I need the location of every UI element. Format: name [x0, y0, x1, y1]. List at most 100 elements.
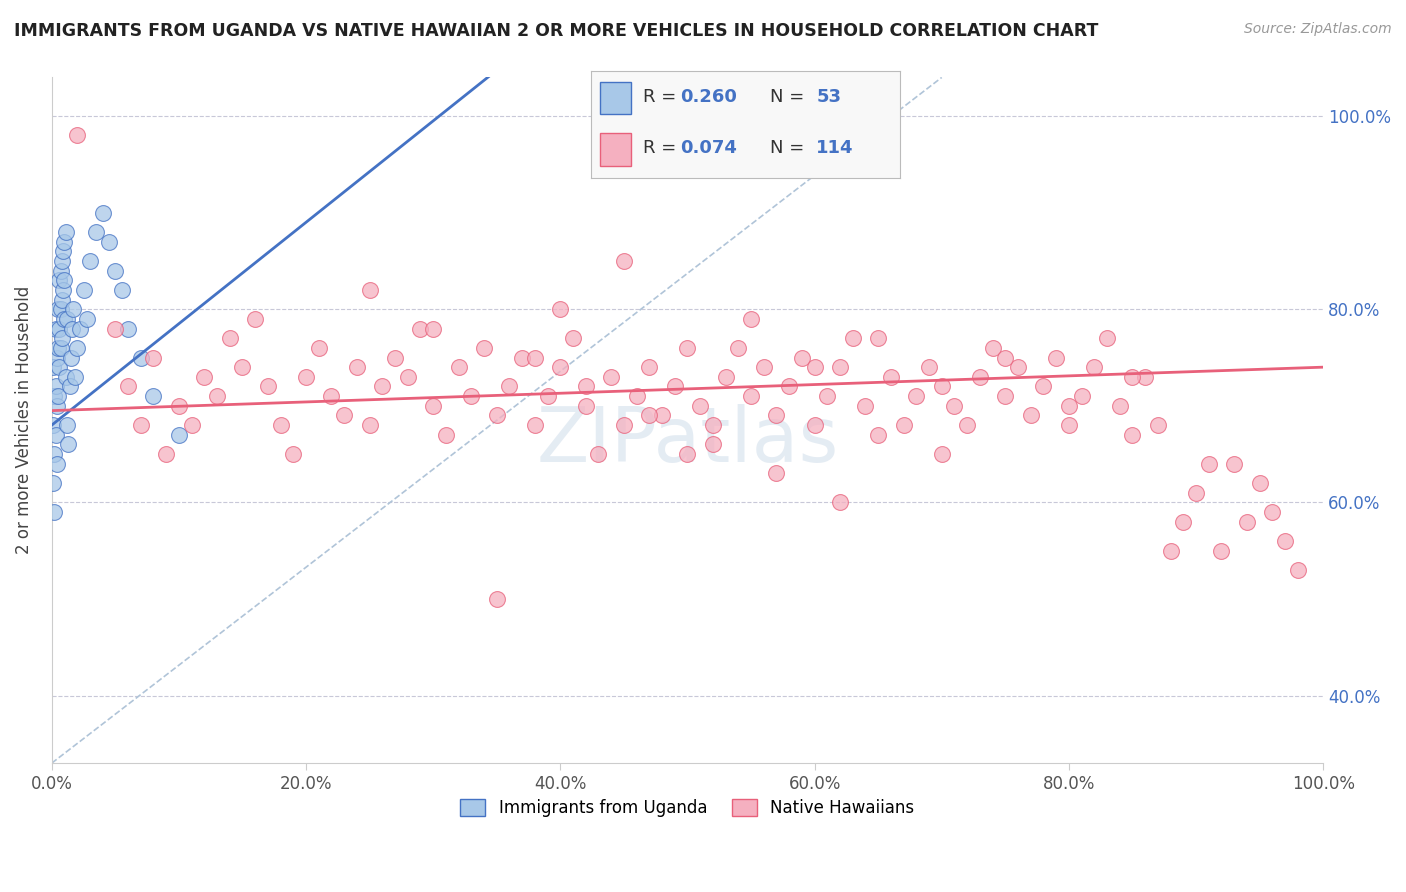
Point [97, 235, 120, 249]
Point [53, 235, 76, 249]
Point [79, 254, 101, 268]
Point [45, 427, 67, 442]
Point [346, 360, 368, 375]
Text: R =: R = [643, 88, 682, 106]
Point [218, 331, 240, 345]
Point [205, 389, 228, 403]
Point [48, 273, 70, 287]
Point [295, 369, 318, 384]
Point [129, 418, 152, 433]
Text: IMMIGRANTS FROM UGANDA VS NATIVE HAWAIIAN 2 OR MORE VEHICLES IN HOUSEHOLD CORREL: IMMIGRANTS FROM UGANDA VS NATIVE HAWAIIA… [14, 22, 1098, 40]
Point [56, 311, 79, 326]
Point [42, 360, 65, 375]
Point [651, 409, 673, 423]
Point [60, 321, 83, 335]
Point [117, 379, 139, 393]
Point [472, 341, 495, 355]
Point [333, 409, 356, 423]
Point [52, 283, 75, 297]
Point [1185, 485, 1208, 500]
Point [321, 389, 343, 403]
Point [918, 360, 941, 375]
Point [1173, 515, 1195, 529]
Point [243, 311, 266, 326]
Point [167, 399, 190, 413]
Point [893, 418, 915, 433]
Point [46, 341, 69, 355]
Text: 53: 53 [817, 88, 841, 106]
Point [689, 399, 711, 413]
Point [1211, 543, 1233, 558]
Point [1121, 369, 1143, 384]
Point [1236, 515, 1258, 529]
Point [56, 418, 79, 433]
Point [45, 321, 67, 335]
Point [613, 418, 636, 433]
Point [371, 379, 394, 393]
Point [257, 379, 280, 393]
Point [588, 447, 610, 461]
Point [727, 341, 749, 355]
Point [1147, 418, 1170, 433]
Point [1223, 457, 1246, 471]
Point [1108, 399, 1130, 413]
Point [91, 205, 114, 219]
Point [384, 351, 406, 365]
Point [45, 399, 67, 413]
Point [664, 379, 686, 393]
Point [740, 389, 762, 403]
Point [498, 379, 520, 393]
Point [676, 341, 699, 355]
Point [778, 379, 800, 393]
Point [1057, 418, 1080, 433]
Point [931, 447, 953, 461]
Point [422, 399, 444, 413]
Point [868, 331, 890, 345]
Point [1274, 534, 1296, 549]
Point [485, 409, 508, 423]
Point [84, 225, 107, 239]
Point [44, 505, 66, 519]
Point [943, 399, 966, 413]
Point [42, 476, 65, 491]
Point [613, 254, 636, 268]
Point [142, 351, 165, 365]
Point [600, 369, 623, 384]
Point [815, 389, 838, 403]
Point [396, 369, 419, 384]
FancyBboxPatch shape [600, 134, 631, 166]
Point [55, 369, 77, 384]
Point [841, 331, 863, 345]
Point [53, 273, 76, 287]
Point [1261, 505, 1284, 519]
Point [803, 360, 825, 375]
Point [855, 399, 877, 413]
Point [638, 409, 661, 423]
Point [994, 389, 1017, 403]
Point [1095, 331, 1118, 345]
Point [575, 399, 598, 413]
Point [51, 254, 73, 268]
Point [956, 418, 979, 433]
Point [104, 321, 127, 335]
Point [66, 341, 89, 355]
Point [434, 427, 457, 442]
Point [283, 447, 305, 461]
Point [117, 321, 139, 335]
Point [62, 302, 84, 317]
Point [45, 379, 67, 393]
Point [1057, 399, 1080, 413]
Point [536, 389, 558, 403]
Point [790, 351, 813, 365]
Point [167, 427, 190, 442]
Point [1160, 543, 1182, 558]
Point [104, 263, 127, 277]
Text: Source: ZipAtlas.com: Source: ZipAtlas.com [1244, 22, 1392, 37]
Point [1032, 379, 1054, 393]
Point [308, 341, 330, 355]
Point [44, 447, 66, 461]
Point [49, 302, 72, 317]
Point [765, 409, 787, 423]
Point [752, 360, 775, 375]
Point [231, 360, 253, 375]
